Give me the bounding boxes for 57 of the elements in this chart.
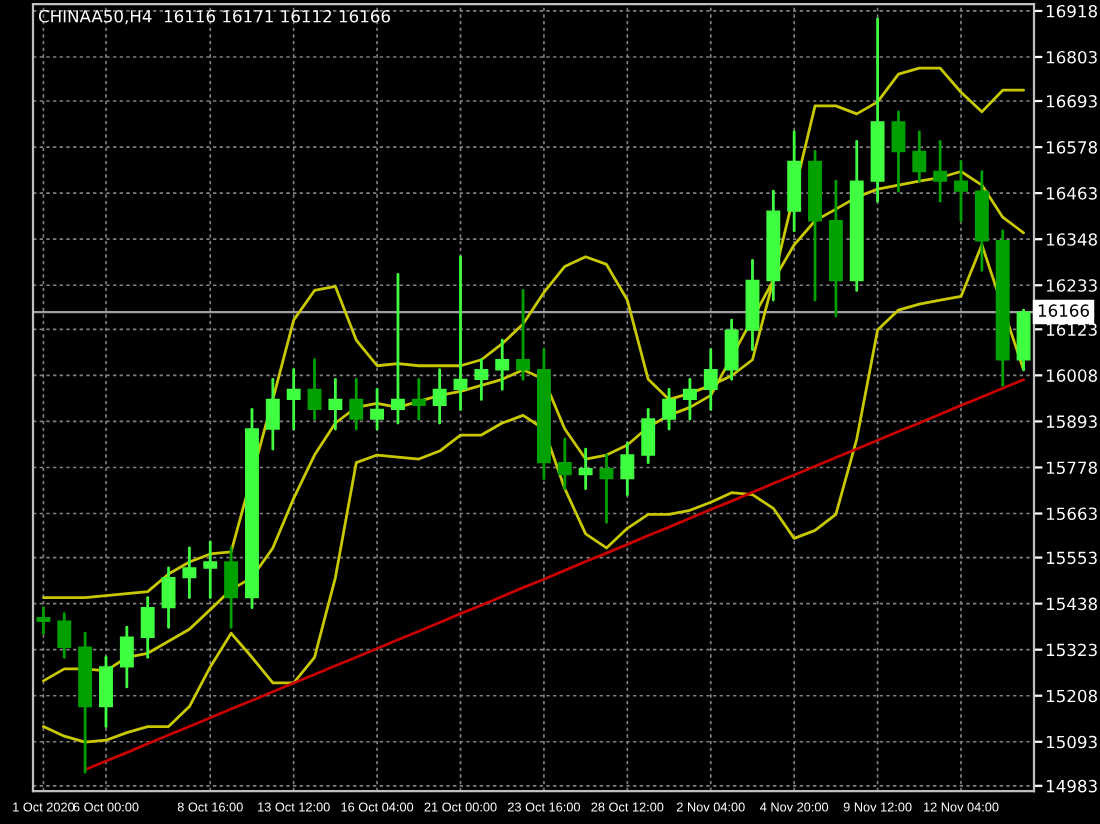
candlestick xyxy=(474,358,489,401)
candlestick xyxy=(182,546,197,599)
candlestick xyxy=(411,377,426,421)
candlestick xyxy=(599,453,614,524)
candlestick xyxy=(557,437,572,491)
candlestick xyxy=(307,358,322,421)
candlestick xyxy=(224,546,239,629)
candlestick xyxy=(140,596,155,659)
candlestick xyxy=(328,377,343,431)
line-series xyxy=(83,378,1025,772)
y-tick-label: 14983 xyxy=(1046,779,1097,793)
candlestick xyxy=(370,387,385,431)
y-tick-label: 16463 xyxy=(1046,187,1097,200)
candlestick xyxy=(662,387,677,431)
candlestick xyxy=(933,140,948,203)
candlestick xyxy=(453,255,468,411)
candlestick xyxy=(432,368,447,425)
candlestick xyxy=(724,318,739,381)
y-tick-label: 15093 xyxy=(1046,735,1097,749)
candlestick xyxy=(161,566,176,629)
candlestick xyxy=(119,625,134,689)
candlestick xyxy=(286,368,301,431)
chart-title: CHINAA50,H4 16116 16171 16112 16166 xyxy=(38,9,390,25)
y-tick-label: 15893 xyxy=(1046,415,1097,428)
line-series xyxy=(42,243,1025,744)
candlestick xyxy=(912,130,927,183)
candlestick xyxy=(1016,308,1031,372)
y-tick-label: 15323 xyxy=(1046,643,1097,657)
candlestick xyxy=(578,447,593,491)
ref-line-label: 16166 xyxy=(1038,304,1089,317)
candlestick xyxy=(390,273,405,425)
candlestick xyxy=(265,377,280,451)
candlestick xyxy=(203,540,218,599)
y-tick-label: 16693 xyxy=(1046,95,1097,108)
y-tick-label: 15778 xyxy=(1046,461,1097,475)
y-tick-label: 16578 xyxy=(1046,141,1097,154)
y-tick-label: 15438 xyxy=(1046,597,1097,611)
y-tick-label: 15208 xyxy=(1046,689,1097,703)
y-tick-label: 15553 xyxy=(1046,551,1097,565)
candlestick xyxy=(682,377,697,421)
y-tick-label: 16233 xyxy=(1046,279,1097,292)
candlestick xyxy=(57,612,72,659)
candlestick xyxy=(891,110,906,193)
candlestick xyxy=(954,160,968,223)
y-tick-label: 16008 xyxy=(1046,369,1097,382)
candlestick xyxy=(99,655,113,728)
candlestick xyxy=(703,348,718,411)
y-tick-label: 16803 xyxy=(1046,50,1097,64)
candlestick xyxy=(36,606,51,635)
y-tick-label: 15663 xyxy=(1046,507,1097,521)
y-tick-label: 16348 xyxy=(1046,233,1097,246)
candlestick xyxy=(620,441,635,497)
candlestick xyxy=(641,408,656,465)
candlestick xyxy=(349,377,364,431)
candlestick xyxy=(495,338,510,391)
candlestick xyxy=(516,289,531,381)
y-tick-label: 16918 xyxy=(1046,4,1097,18)
